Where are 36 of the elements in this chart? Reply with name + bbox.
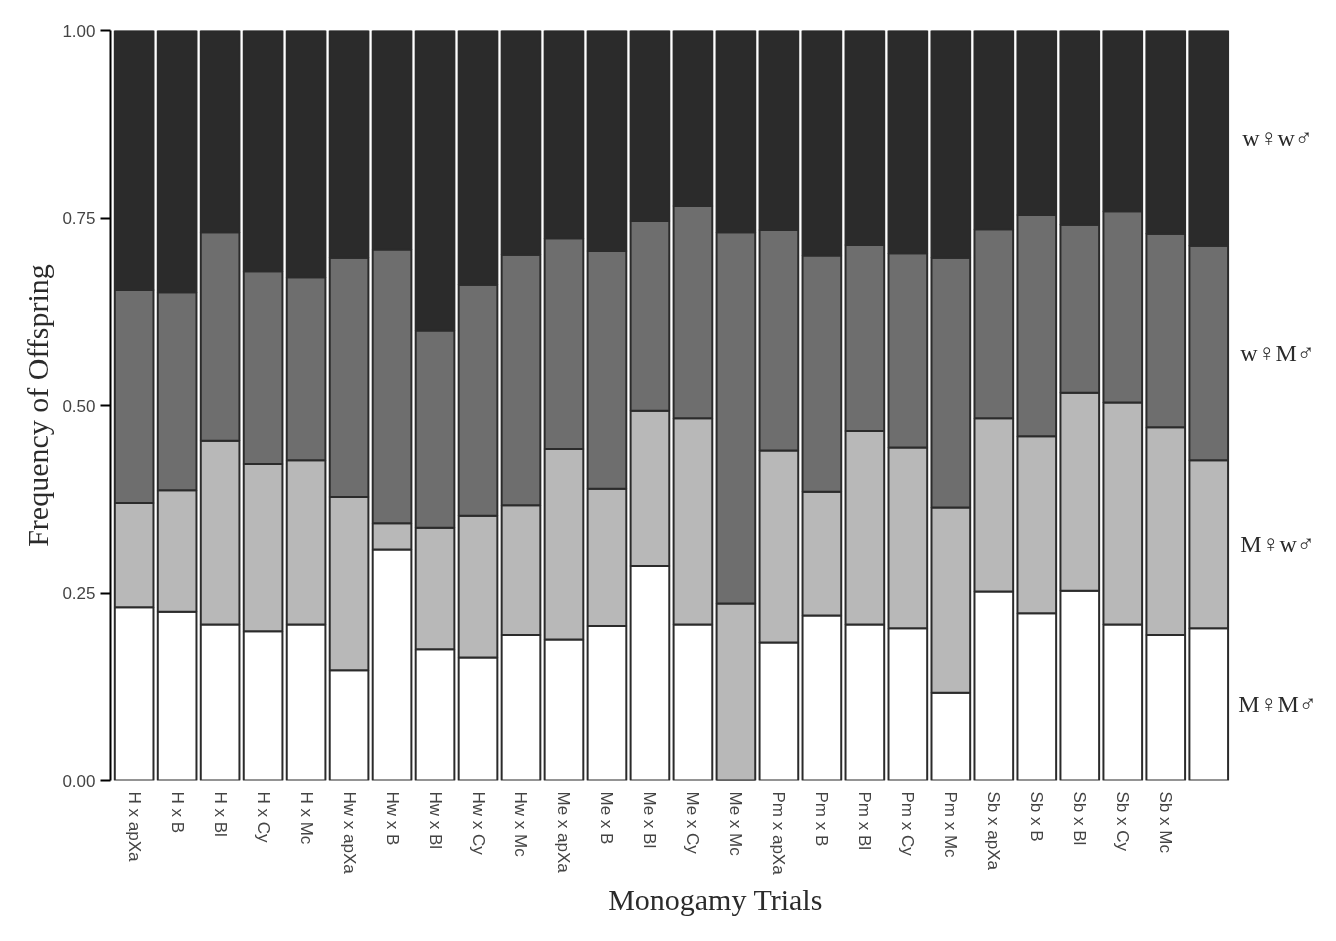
series-label: w♀w♂ [1242,125,1313,152]
x-tick-label: Pm x Bl [855,791,875,851]
x-tick-label: Pm x Mc [941,791,961,859]
x-tick-label: Pm x apXa [769,791,789,876]
y-tick-label: 0.75 [62,209,96,228]
x-tick-label: Me x Cy [683,791,703,855]
x-tick-label: Me x Bl [640,791,660,849]
x-tick-label: Sb x apXa [984,791,1004,871]
x-tick-label: Me x Mc [726,791,746,857]
x-tick-label: H x Bl [210,791,230,837]
x-tick-label: H x Mc [296,791,316,845]
y-axis-title: Frequency of Offspring [21,264,55,547]
x-tick-label: H x B [167,791,187,834]
x-tick-label: Sb x Bl [1070,791,1090,846]
y-tick-label: 1.00 [62,21,96,41]
x-tick-label: H x Cy [253,791,273,843]
series-label: M♀w♂ [1240,531,1315,558]
x-tick-label: Me x apXa [554,791,574,874]
x-tick-label: Sb x Mc [1156,791,1176,854]
y-tick-label: 0.50 [62,396,96,416]
x-tick-label: Sb x B [1027,791,1047,842]
x-tick-label: Hw x B [382,791,402,846]
x-axis-title: Monogamy Trials [608,882,823,916]
x-tick-label: Pm x B [812,791,832,847]
x-tick-label: Sb x Cy [1113,791,1133,852]
x-tick-label: Hw x Mc [511,791,531,858]
x-tick-label: Pm x Cy [898,791,918,857]
y-tick-label: 0.00 [62,771,96,791]
x-tick-label: Hw x Cy [468,791,488,856]
series-label: M♀M♂ [1238,691,1317,718]
x-tick-label: Hw x apXa [339,791,359,875]
y-tick-label: 0.25 [62,584,96,603]
series-label: w♀M♂ [1240,340,1315,366]
x-tick-label: Hw x Bl [425,791,445,850]
x-tick-label: Me x B [597,791,617,845]
x-tick-label: H x apXa [124,791,144,862]
